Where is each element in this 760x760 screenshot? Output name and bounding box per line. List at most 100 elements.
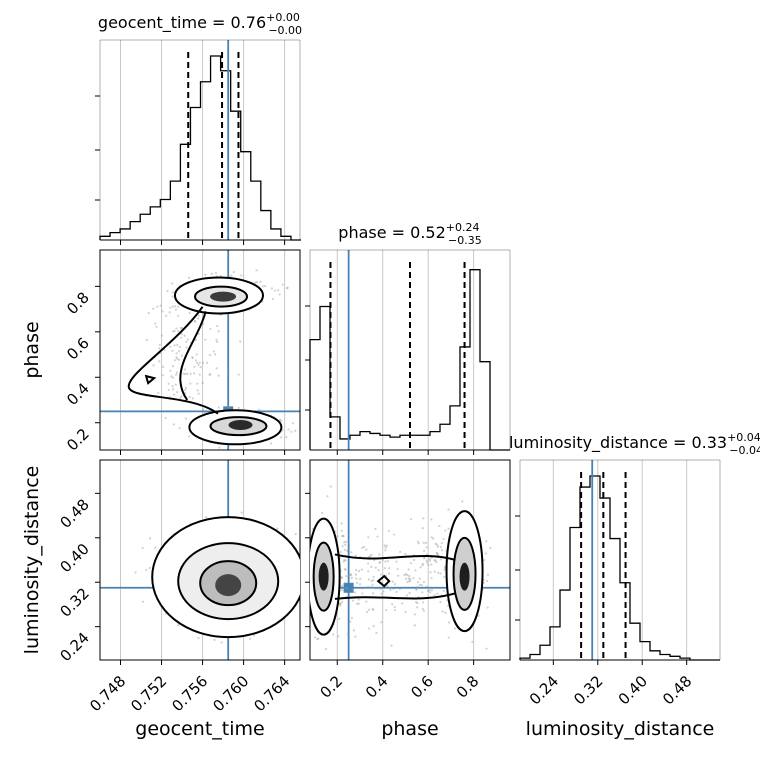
hist-luminosity-distance-bin-1 [530, 654, 540, 660]
panel-phase-luminosity-distance-point-347 [428, 589, 431, 592]
panel-phase-luminosity-distance-point-624 [461, 500, 464, 503]
panel-geocent-time-phase-point-203 [197, 392, 200, 395]
hist-geocent-time-bin-3 [130, 222, 140, 240]
panel-phase-luminosity-distance-point-633 [355, 602, 359, 605]
panel-phase-luminosity-distance-point-393 [485, 540, 488, 543]
panel-phase-luminosity-distance-point-621 [413, 624, 416, 627]
panel-geocent-time-phase-point-317 [287, 428, 290, 431]
panel-geocent-time-phase-point-140 [203, 411, 206, 414]
panel-geocent-time-phase-point-280 [155, 325, 158, 328]
hist-geocent-time-bin-11 [211, 56, 221, 240]
panel-phase-luminosity-distance-point-594 [484, 552, 488, 555]
panel-geocent-time-phase-point-26 [230, 274, 233, 277]
panel-geocent-time-phase-point-411 [178, 346, 182, 349]
panel-phase-luminosity-distance-point-106 [360, 568, 363, 571]
hist-geocent-time-bin-5 [150, 207, 160, 240]
panel-phase-luminosity-distance-point-666 [380, 573, 383, 576]
panel-phase-luminosity-distance-point-788 [343, 548, 346, 552]
panel-phase-luminosity-distance-point-531 [408, 577, 412, 581]
panel-geocent-time-phase-point-84 [269, 442, 273, 445]
panel-phase-luminosity-distance-xtick-label-3: 0.8 [453, 672, 483, 702]
panel-geocent-time-phase-border [99, 249, 301, 451]
panel-phase-luminosity-distance-point-351 [447, 636, 450, 639]
panel-geocent-time-luminosity-distance-ytick-label-3: 0.48 [56, 495, 92, 531]
panel-phase-luminosity-distance-point-758 [372, 592, 375, 595]
panel-phase-luminosity-distance-point-712 [439, 545, 443, 549]
panel-phase-luminosity-distance-point-233 [430, 536, 433, 539]
panel-phase-luminosity-distance-point-465 [443, 575, 446, 578]
panel-geocent-time-phase-point-4 [217, 374, 220, 377]
panel-phase-luminosity-distance-point-362 [349, 620, 352, 623]
panel-geocent-time-phase-point-567 [191, 397, 194, 400]
panel-phase-luminosity-distance-point-74 [415, 587, 418, 590]
panel-geocent-time-phase-point-258 [253, 281, 257, 284]
panel-phase-luminosity-distance-point-168 [346, 549, 349, 552]
panel-phase-luminosity-distance-point-572 [436, 553, 439, 556]
panel-phase-luminosity-distance-xtick-label-0: 0.2 [317, 672, 347, 702]
panel-geocent-time-luminosity-distance-point-169 [177, 624, 180, 627]
panel-phase-luminosity-distance-point-287 [412, 558, 416, 562]
hist-luminosity-distance-bin-9 [610, 539, 620, 660]
panel-phase-luminosity-distance-point-491 [343, 559, 346, 562]
panel-phase-luminosity-distance-point-375 [341, 534, 344, 538]
panel-geocent-time-phase-point-355 [193, 372, 196, 375]
panel-phase-luminosity-distance-contour-bridge-bottom [334, 592, 456, 600]
hist-geocent-time-bin-9 [190, 108, 200, 240]
panel-phase-luminosity-distance-point-50 [416, 540, 419, 543]
panel-phase-luminosity-distance-point-270 [406, 573, 409, 577]
panel-phase-luminosity-distance-point-18 [365, 600, 368, 603]
panel-phase-luminosity-distance-point-404 [407, 577, 410, 580]
panel-phase-luminosity-distance-point-659 [386, 585, 389, 588]
panel-phase-luminosity-distance-point-261 [415, 600, 418, 604]
panel-phase-luminosity-distance-point-521 [430, 563, 433, 566]
panel-phase-luminosity-distance-point-400 [386, 560, 389, 563]
hist-phase-step [309, 269, 510, 451]
panel-geocent-time-phase-point-569 [177, 330, 180, 333]
xlabel-geocent-time: geocent_time [135, 718, 264, 740]
hist-geocent-time-border [99, 39, 301, 241]
panel-phase-luminosity-distance-point-353 [341, 534, 344, 538]
panel-geocent-time-phase-point-680 [145, 338, 148, 342]
panel-phase-luminosity-distance-point-563 [416, 601, 419, 605]
panel-phase-luminosity-distance-point-349 [471, 640, 474, 643]
panel-geocent-time-luminosity-distance-point-168 [148, 566, 152, 570]
panel-geocent-time-phase-point-557 [184, 417, 188, 420]
panel-geocent-time-phase-point-529 [202, 322, 205, 325]
panel-geocent-time-phase-ytick-label-1: 0.4 [63, 379, 93, 409]
panel-geocent-time-phase-point-320 [279, 418, 282, 421]
panel-geocent-time-phase-point-278 [205, 361, 209, 364]
panel-geocent-time-phase-point-129 [215, 338, 218, 341]
panel-phase-luminosity-distance-point-505 [344, 540, 348, 543]
panel-phase-luminosity-distance-point-567 [356, 581, 359, 584]
panel-phase-luminosity-distance-point-416 [423, 549, 426, 552]
panel-phase-luminosity-distance-point-576 [307, 575, 309, 577]
panel-geocent-time-phase-point-430 [158, 360, 161, 363]
panel-phase-luminosity-distance-point-522 [370, 553, 373, 556]
panel-phase-luminosity-distance-point-468 [426, 589, 430, 592]
panel-phase-luminosity-distance-point-782 [310, 648, 312, 651]
panel-phase-luminosity-distance-point-158 [313, 636, 317, 639]
panel-phase-luminosity-distance-point-206 [396, 567, 399, 571]
panel-phase-luminosity-distance-point-638 [393, 609, 397, 612]
panel-phase-luminosity-distance-point-616 [350, 576, 353, 580]
panel-phase-luminosity-distance-point-660 [339, 602, 342, 605]
panel-geocent-time-phase-point-360 [171, 365, 175, 368]
panel-phase-luminosity-distance-point-169 [408, 574, 411, 578]
panel-phase-luminosity-distance-contour-left-core [318, 562, 329, 591]
panel-phase-luminosity-distance-point-7 [350, 551, 353, 554]
hist-phase-bin-10 [410, 435, 420, 450]
panel-geocent-time-phase-point-337 [255, 281, 259, 284]
panel-geocent-time-phase-point-244 [208, 373, 211, 376]
panel-phase-luminosity-distance-point-324 [371, 607, 374, 610]
panel-phase-luminosity-distance-contour-right-core [459, 562, 470, 591]
panel-geocent-time-phase-point-100 [180, 326, 183, 330]
panel-phase-luminosity-distance-point-495 [367, 608, 371, 611]
panel-phase-luminosity-distance-point-668 [415, 588, 418, 591]
panel-phase-luminosity-distance-point-489 [435, 543, 439, 546]
panel-phase-luminosity-distance-point-512 [378, 561, 381, 565]
hist-phase-bin-14 [450, 406, 460, 450]
panel-geocent-time-phase-point-413 [281, 283, 284, 286]
hist-phase-bin-13 [440, 424, 450, 450]
hist-luminosity-distance-title: luminosity_distance = 0.33+0.04 −0.04 [509, 431, 760, 457]
panel-phase-luminosity-distance-point-795 [428, 557, 431, 561]
